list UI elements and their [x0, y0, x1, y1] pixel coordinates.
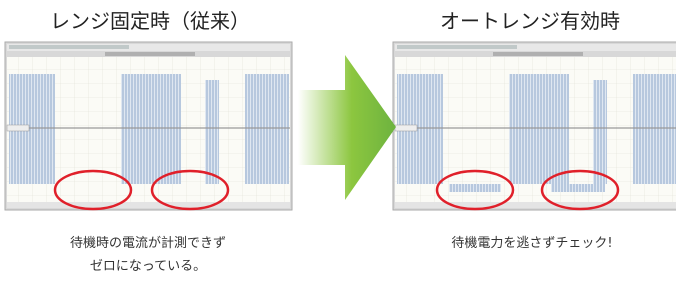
right-screenshot	[393, 42, 676, 210]
left-caption: 待機時の電流が計測できず	[70, 235, 226, 251]
figure: レンジ固定時（従来） オートレンジ有効時 待機時の電流が計測できず ゼロになって…	[0, 0, 676, 282]
right-title: オートレンジ有効時	[440, 9, 620, 33]
arrow	[298, 55, 396, 200]
left-title: レンジ固定時（従来）	[50, 9, 250, 33]
left-screenshot	[5, 42, 292, 210]
right-caption: 待機電力を逃さずチェック!	[451, 236, 612, 251]
left-caption: ゼロになっている。	[90, 259, 206, 274]
